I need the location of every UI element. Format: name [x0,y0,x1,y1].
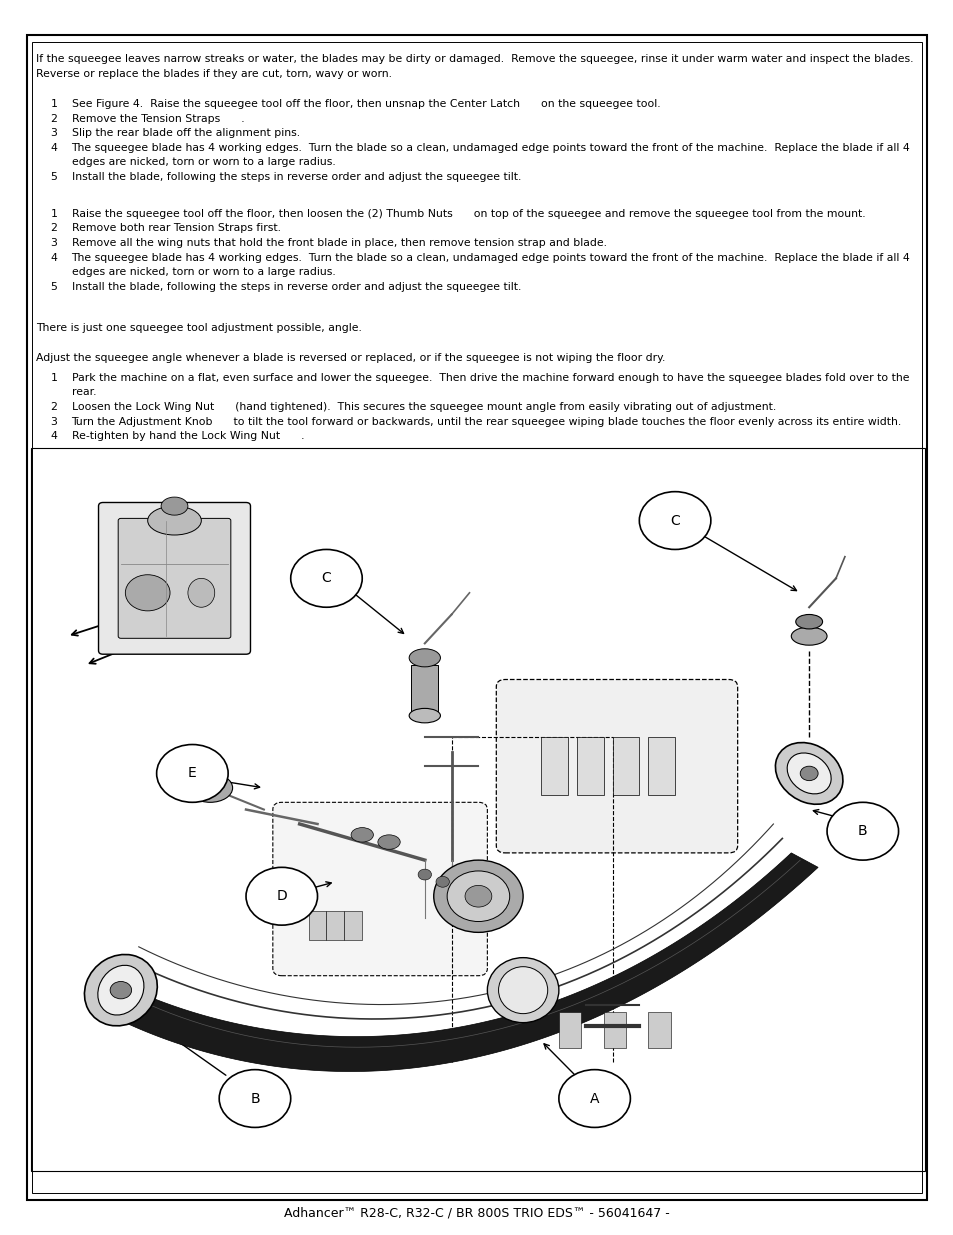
Circle shape [826,803,898,860]
Text: Park the machine on a flat, even surface and lower the squeegee.  Then drive the: Park the machine on a flat, even surface… [71,373,908,383]
FancyBboxPatch shape [273,803,487,976]
Text: 2: 2 [51,403,57,412]
Ellipse shape [168,762,199,784]
Text: There is just one squeegee tool adjustment possible, angle.: There is just one squeegee tool adjustme… [36,324,362,333]
Ellipse shape [790,627,826,645]
Circle shape [110,982,132,999]
Text: 3: 3 [51,238,57,248]
Text: 5: 5 [51,172,57,182]
Ellipse shape [188,578,214,608]
Text: Install the blade, following the steps in reverse order and adjust the squeegee : Install the blade, following the steps i… [71,282,520,291]
Text: Adhancer™ R28-C, R32-C / BR 800S TRIO EDS™ - 56041647 -: Adhancer™ R28-C, R32-C / BR 800S TRIO ED… [284,1207,669,1219]
Text: edges are nicked, torn or worn to a large radius.: edges are nicked, torn or worn to a larg… [71,158,335,168]
Circle shape [291,550,362,608]
Text: C: C [670,514,679,527]
Ellipse shape [487,957,558,1023]
Bar [344,910,362,940]
FancyBboxPatch shape [118,519,231,638]
Text: Install the blade, following the steps in reverse order and adjust the squeegee : Install the blade, following the steps i… [71,172,520,182]
Bar [648,1011,670,1049]
Ellipse shape [85,955,157,1026]
Bar [612,737,639,795]
Text: The squeegee blade has 4 working edges.  Turn the blade so a clean, undamaged ed: The squeegee blade has 4 working edges. … [71,253,909,263]
Text: A: A [589,1092,598,1105]
Bar [577,737,603,795]
Ellipse shape [436,877,449,887]
Bar [411,664,437,715]
Text: Remove all the wing nuts that hold the front blade in place, then remove tension: Remove all the wing nuts that hold the f… [71,238,606,248]
Ellipse shape [447,871,509,921]
Circle shape [639,492,710,550]
Ellipse shape [795,615,821,629]
Text: 2: 2 [51,224,57,233]
Text: E: E [188,767,196,781]
Ellipse shape [417,869,431,881]
Text: 1: 1 [51,209,57,219]
Text: Reverse or replace the blades if they are cut, torn, wavy or worn.: Reverse or replace the blades if they ar… [36,69,392,79]
Text: B: B [250,1092,259,1105]
Ellipse shape [409,648,440,667]
Ellipse shape [464,885,492,906]
Text: Remove the Tension Straps      .: Remove the Tension Straps . [71,114,244,124]
Ellipse shape [775,742,842,804]
Text: If the squeegee leaves narrow streaks or water, the blades may be dirty or damag: If the squeegee leaves narrow streaks or… [36,54,913,64]
FancyBboxPatch shape [98,503,251,655]
Ellipse shape [98,966,144,1015]
Text: Loosen the Lock Wing Nut      (hand tightened).  This secures the squeegee mount: Loosen the Lock Wing Nut (hand tightened… [71,403,775,412]
Text: B: B [857,824,866,839]
Text: Slip the rear blade off the alignment pins.: Slip the rear blade off the alignment pi… [71,128,299,138]
Ellipse shape [377,835,400,850]
Ellipse shape [161,496,188,515]
Ellipse shape [125,574,170,611]
Text: edges are nicked, torn or worn to a large radius.: edges are nicked, torn or worn to a larg… [71,267,335,277]
Text: Turn the Adjustment Knob      to tilt the tool forward or backwards, until the r: Turn the Adjustment Knob to tilt the too… [71,416,901,426]
Text: 1: 1 [51,99,57,109]
Circle shape [800,766,818,781]
Ellipse shape [148,506,201,535]
Circle shape [558,1070,630,1128]
Bar [540,737,567,795]
Ellipse shape [434,860,522,932]
Ellipse shape [498,967,547,1014]
Text: Remove both rear Tension Straps first.: Remove both rear Tension Straps first. [71,224,280,233]
Bar [648,737,675,795]
Text: 3: 3 [51,416,57,426]
Ellipse shape [409,709,440,722]
Bar [603,1011,625,1049]
Bar [558,1011,580,1049]
Text: 5: 5 [51,282,57,291]
Ellipse shape [351,827,373,842]
Text: Re-tighten by hand the Lock Wing Nut      .: Re-tighten by hand the Lock Wing Nut . [71,431,304,441]
Text: 4: 4 [51,431,57,441]
Text: rear.: rear. [71,388,96,398]
Ellipse shape [188,773,233,803]
Text: 4: 4 [51,143,57,153]
Text: Raise the squeegee tool off the floor, then loosen the (2) Thumb Nuts      on to: Raise the squeegee tool off the floor, t… [71,209,864,219]
Bar [31,448,924,1171]
Bar [308,910,326,940]
Text: Adjust the squeegee angle whenever a blade is reversed or replaced, or if the sq: Adjust the squeegee angle whenever a bla… [36,353,665,363]
Text: C: C [321,572,331,585]
Text: 2: 2 [51,114,57,124]
Text: 4: 4 [51,253,57,263]
Text: See Figure 4.  Raise the squeegee tool off the floor, then unsnap the Center Lat: See Figure 4. Raise the squeegee tool of… [71,99,659,109]
Bar [326,910,344,940]
FancyBboxPatch shape [496,679,737,853]
Ellipse shape [786,753,830,794]
Text: 3: 3 [51,128,57,138]
Circle shape [219,1070,291,1128]
Circle shape [156,745,228,803]
Circle shape [246,867,317,925]
Text: The squeegee blade has 4 working edges.  Turn the blade so a clean, undamaged ed: The squeegee blade has 4 working edges. … [71,143,909,153]
Polygon shape [103,853,818,1072]
Text: D: D [276,889,287,903]
Text: 1: 1 [51,373,57,383]
